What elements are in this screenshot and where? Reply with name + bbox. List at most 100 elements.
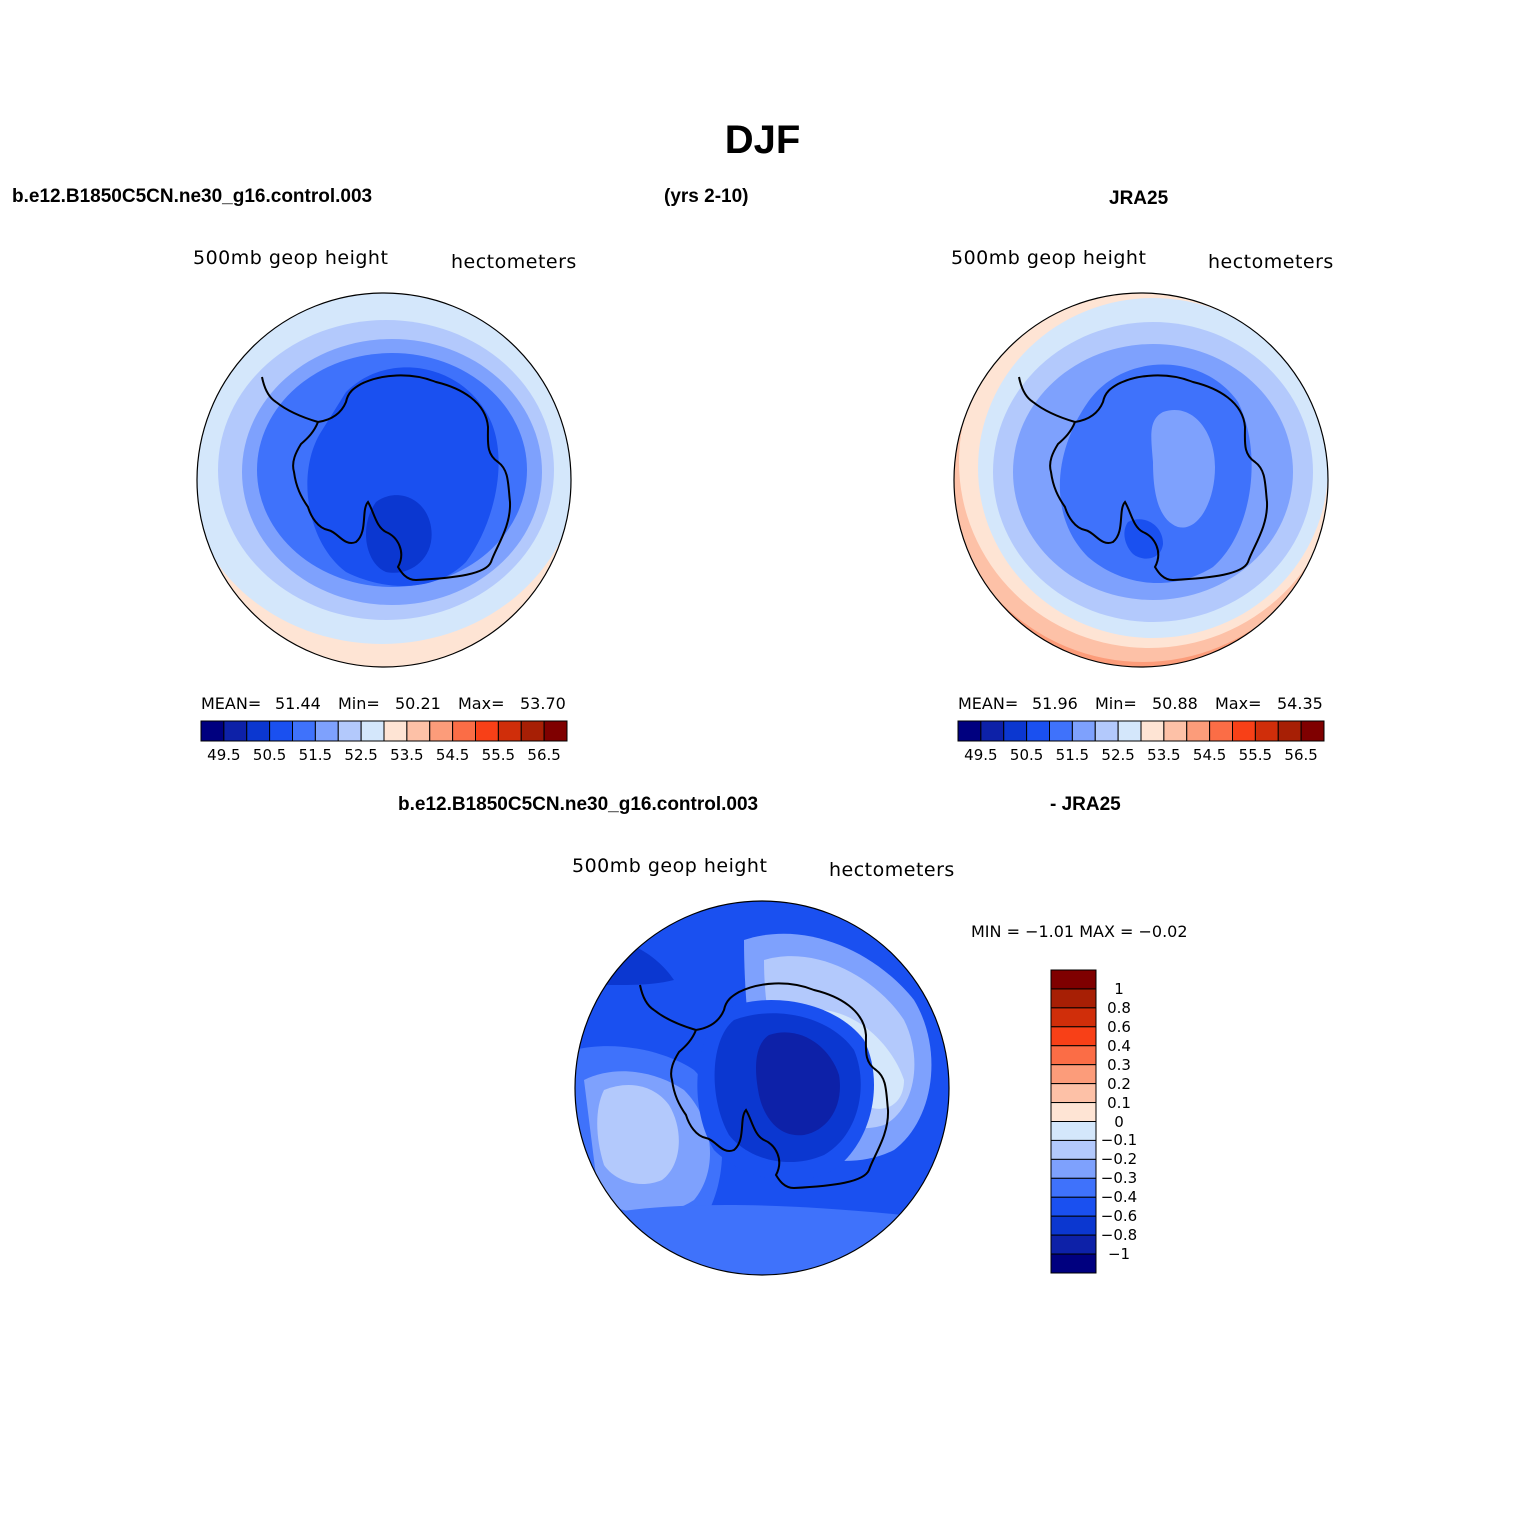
colorbar-swatch (543, 720, 568, 742)
colorbar-swatch (957, 720, 982, 742)
colorbar-tick-label: 0.4 (1107, 1036, 1131, 1055)
colorbar-swatch (1050, 1083, 1097, 1104)
diff-case-name: b.e12.B1850C5CN.ne30_g16.control.003 (398, 794, 759, 815)
obs-units-label: hectometers (1208, 251, 1334, 273)
model-max-value: 53.70 (520, 694, 566, 713)
colorbar-swatch (1050, 1007, 1097, 1028)
colorbar-swatch (1140, 720, 1165, 742)
colorbar-tick-label: 0.2 (1107, 1074, 1131, 1093)
colorbar-swatch (1254, 720, 1279, 742)
colorbar-tick-label: 56.5 (527, 746, 561, 764)
colorbar-tick-label: 52.5 (1101, 746, 1135, 764)
model-polar-map (196, 292, 572, 668)
colorbar-swatch (1277, 720, 1302, 742)
diff-contour-band (756, 1032, 840, 1136)
colorbar-tick-label: −0.6 (1100, 1207, 1138, 1226)
obs-contour-band (1124, 519, 1163, 559)
colorbar-swatch (1049, 720, 1073, 742)
colorbar-swatch (1050, 1158, 1097, 1179)
colorbar-swatch (520, 720, 545, 742)
colorbar-swatch (1050, 1121, 1097, 1141)
antarctica-coastline (1049, 374, 1269, 582)
colorbar-swatch (1050, 1139, 1097, 1160)
model-units-label: hectometers (451, 251, 577, 273)
model-contour-band (365, 495, 432, 573)
colorbar-tick-label: 0.8 (1107, 998, 1131, 1017)
colorbar-swatch (1094, 720, 1119, 742)
model-max-label: Max= (458, 694, 505, 713)
diff-contour-band (575, 1205, 949, 1275)
years-label: (yrs 2-10) (664, 186, 749, 207)
colorbar-tick-label: 49.5 (207, 746, 241, 764)
colorbar-tick-label: 54.5 (435, 746, 470, 764)
model-contour-band (307, 367, 499, 586)
model-variable-label: 500mb geop height (193, 247, 389, 269)
colorbar-swatch (314, 720, 339, 742)
obs-max-value: 54.35 (1277, 694, 1323, 713)
colorbar-swatch (383, 720, 408, 742)
colorbar-tick-label: −0.1 (1100, 1131, 1138, 1150)
colorbar-swatch (1050, 1215, 1097, 1236)
colorbar-tick-label: 0 (1114, 1112, 1124, 1131)
model-mean-label: MEAN= (201, 694, 262, 713)
colorbar-swatch (1232, 720, 1256, 742)
colorbar-tick-label: −0.4 (1100, 1188, 1138, 1207)
obs-variable-label: 500mb geop height (951, 247, 1147, 269)
colorbar-swatch (1050, 1177, 1097, 1198)
colorbar-swatch (429, 720, 454, 742)
case-name: b.e12.B1850C5CN.ne30_g16.control.003 (12, 186, 373, 207)
colorbar-swatch (1209, 720, 1233, 742)
antarctic-peninsula (639, 984, 697, 1031)
figure-title: DJF (724, 118, 801, 162)
obs-mean-label: MEAN= (958, 694, 1019, 713)
colorbar-tick-label: 52.5 (344, 746, 378, 764)
colorbar-swatch (292, 720, 316, 742)
colorbar-tick-label: −1 (1107, 1245, 1131, 1264)
colorbar-tick-label: 0.6 (1107, 1017, 1131, 1036)
map-border (196, 292, 572, 668)
colorbar-swatch (246, 720, 271, 742)
colorbar-swatch (360, 720, 385, 742)
model-min-label: Min= (338, 694, 380, 713)
colorbar-tick-label: 55.5 (481, 746, 516, 764)
map-border (574, 900, 950, 1276)
model-mean-value: 51.44 (275, 694, 321, 713)
obs-min-value: 50.88 (1152, 694, 1198, 713)
colorbar-tick-label: −0.2 (1100, 1150, 1138, 1169)
colorbar-swatch (1163, 720, 1188, 742)
colorbar-tick-label: 0.3 (1107, 1055, 1131, 1074)
diff-min-max: MIN = −1.01 MAX = −0.02 (971, 922, 1188, 941)
difference-colorbar (1050, 969, 1097, 1274)
obs-max-label: Max= (1215, 694, 1262, 713)
colorbar-swatch (452, 720, 476, 742)
colorbar-swatch (980, 720, 1005, 742)
diff-variable-label: 500mb geop height (572, 855, 768, 877)
obs-polar-map (953, 292, 1329, 668)
colorbar-swatch (1050, 1196, 1097, 1217)
colorbar-swatch (200, 720, 225, 742)
colorbar-swatch (1003, 720, 1028, 742)
difference-polar-map (574, 900, 950, 1276)
obs-name: JRA25 (1109, 188, 1169, 209)
obs-contour-band (1151, 410, 1215, 528)
colorbar-swatch (1050, 1253, 1097, 1274)
colorbar-swatch (475, 720, 499, 742)
colorbar-swatch (1050, 1064, 1097, 1085)
diff-units-label: hectometers (829, 859, 955, 881)
antarctic-peninsula (1018, 376, 1076, 423)
colorbar-tick-label: 0.1 (1107, 1093, 1131, 1112)
colorbar-swatch (1026, 720, 1050, 742)
obs-colorbar (957, 720, 1325, 742)
colorbar-swatch (1117, 720, 1142, 742)
model-colorbar (200, 720, 568, 742)
antarctica-coastline (292, 374, 512, 582)
colorbar-tick-label: 56.5 (1284, 746, 1318, 764)
colorbar-swatch (1050, 1102, 1097, 1122)
colorbar-tick-label: 53.5 (1147, 746, 1181, 764)
colorbar-tick-label: 50.5 (252, 746, 287, 764)
obs-mean-value: 51.96 (1032, 694, 1078, 713)
colorbar-tick-label: −0.3 (1100, 1169, 1138, 1188)
colorbar-tick-label: 1 (1114, 979, 1124, 998)
map-border (953, 292, 1329, 668)
colorbar-tick-label: 55.5 (1238, 746, 1273, 764)
